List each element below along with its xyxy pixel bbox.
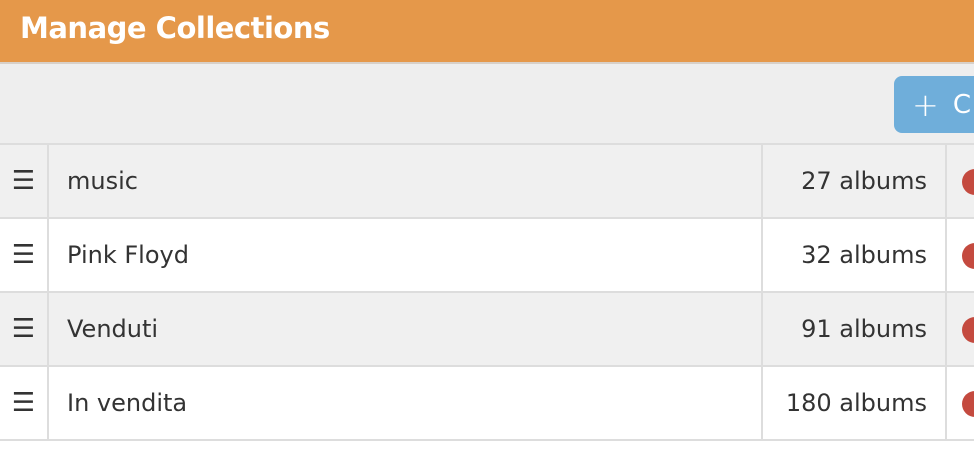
create-collection-button[interactable]: + C (894, 76, 974, 133)
drag-handle-icon[interactable]: ☰ (0, 145, 49, 217)
page-header: Manage Collections (0, 0, 974, 64)
create-label: C (952, 89, 971, 120)
collection-name[interactable]: music (49, 145, 763, 217)
toolbar: + C (0, 64, 974, 145)
delete-icon[interactable] (962, 243, 974, 269)
table-row[interactable]: ☰ In vendita 180 albums (0, 367, 974, 441)
plus-icon: + (912, 85, 939, 124)
album-count: 180 albums (763, 367, 947, 439)
table-row[interactable]: ☰ Venduti 91 albums (0, 293, 974, 367)
table-row[interactable]: ☰ Pink Floyd 32 albums (0, 219, 974, 293)
delete-icon[interactable] (962, 391, 974, 417)
delete-icon[interactable] (962, 169, 974, 195)
collection-name[interactable]: In vendita (49, 367, 763, 439)
drag-handle-icon[interactable]: ☰ (0, 219, 49, 291)
drag-handle-icon[interactable]: ☰ (0, 293, 49, 365)
album-count: 32 albums (763, 219, 947, 291)
collection-name[interactable]: Venduti (49, 293, 763, 365)
album-count: 91 albums (763, 293, 947, 365)
collection-name[interactable]: Pink Floyd (49, 219, 763, 291)
album-count: 27 albums (763, 145, 947, 217)
delete-icon[interactable] (962, 317, 974, 343)
drag-handle-icon[interactable]: ☰ (0, 367, 49, 439)
table-row[interactable]: ☰ music 27 albums (0, 145, 974, 219)
page-title: Manage Collections (20, 11, 330, 45)
